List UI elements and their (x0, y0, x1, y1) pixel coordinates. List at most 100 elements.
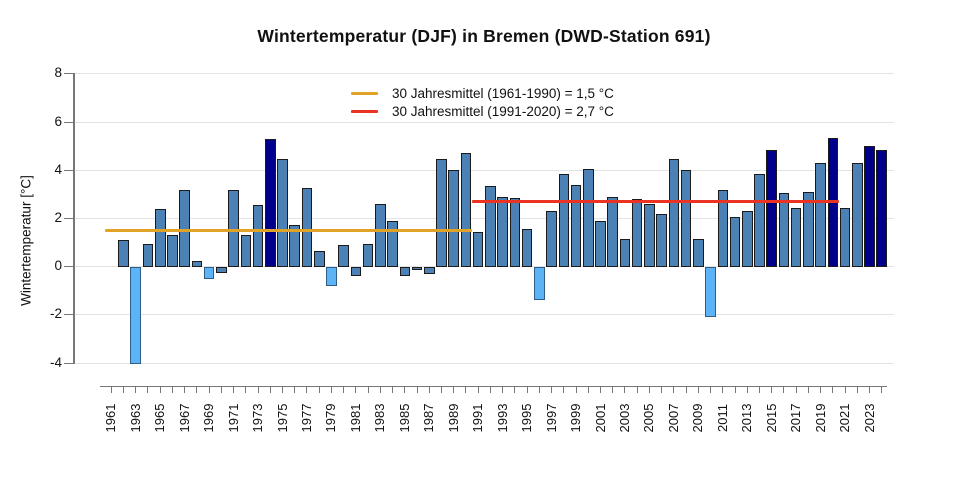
x-tick-1967 (184, 386, 186, 393)
y-tick-8 (64, 73, 73, 75)
bar-1972 (240, 235, 252, 267)
x-tick-1968 (196, 386, 198, 393)
x-tick-1985 (404, 386, 406, 393)
y-tick-label-4: 4 (54, 161, 62, 177)
gridline-6 (75, 121, 894, 123)
bar-1984 (387, 220, 398, 267)
x-tick-1989 (453, 386, 455, 393)
x-tick-1995 (526, 386, 528, 393)
x-tick-2017 (795, 386, 797, 393)
bar-2023 (864, 146, 875, 267)
x-tick-1997 (551, 386, 553, 393)
y-tick-2 (64, 218, 73, 219)
gridline--2 (75, 314, 894, 316)
x-tick-1992 (489, 386, 491, 393)
x-tick-2016 (783, 386, 785, 393)
legend-item: 30 Jahresmittel (1991-2020) = 2,7 °C (351, 102, 614, 120)
x-tick-2022 (856, 386, 858, 393)
y-axis-line (73, 72, 75, 365)
x-tick-2020 (832, 386, 834, 393)
x-tick-2013 (746, 386, 748, 393)
bar-1986 (411, 266, 423, 271)
reference-line-1991-2020 (472, 200, 839, 204)
bar-1971 (228, 189, 239, 267)
x-tick-2000 (587, 386, 589, 393)
x-tick-2015 (771, 386, 773, 393)
x-tick-1970 (220, 386, 222, 393)
bar-1993 (497, 196, 508, 267)
gridline-0 (75, 266, 894, 268)
bar-1996 (534, 266, 545, 301)
y-tick-label--4: -4 (49, 354, 62, 370)
x-tick-1999 (575, 386, 577, 393)
bar-1978 (313, 251, 325, 267)
bar-1969 (203, 266, 215, 279)
y-tick-label--2: -2 (49, 306, 62, 322)
bar-1995 (521, 229, 533, 267)
legend-line-swatch-1961-1990 (351, 91, 378, 95)
bar-1985 (399, 266, 411, 277)
bar-2015 (766, 149, 777, 267)
bar-1990 (460, 153, 472, 267)
bar-1967 (179, 189, 190, 267)
gridline-8 (75, 73, 894, 75)
bar-2013 (741, 211, 753, 267)
x-tick-label-text: 2023 (861, 403, 877, 433)
x-tick-1990 (465, 386, 467, 393)
x-tick-2019 (820, 386, 822, 393)
bar-2012 (729, 217, 741, 267)
x-tick-1976 (294, 386, 296, 393)
x-tick-2011 (722, 386, 724, 393)
bar-2001 (595, 220, 606, 267)
y-tick-label-8: 8 (54, 65, 62, 81)
x-tick-1983 (379, 386, 381, 393)
y-tick--4 (64, 362, 73, 364)
x-tick-2002 (612, 386, 614, 393)
bar-2024 (876, 149, 888, 267)
bar-2005 (644, 204, 655, 267)
reference-line-1961-1990 (105, 229, 472, 233)
x-tick-1973 (257, 386, 259, 393)
x-tick-2012 (734, 386, 736, 393)
x-tick-1971 (233, 386, 235, 393)
bar-2021 (839, 207, 851, 267)
x-tick-1998 (563, 386, 565, 393)
bar-1964 (142, 243, 154, 267)
bar-2006 (656, 213, 667, 267)
x-tick-1975 (282, 386, 284, 393)
bar-2000 (582, 169, 594, 267)
bar-1981 (350, 266, 362, 277)
x-axis-line (100, 385, 887, 388)
bar-1982 (362, 243, 374, 267)
x-tick-2009 (697, 386, 699, 393)
bar-1977 (301, 188, 313, 267)
y-tick--2 (64, 314, 73, 316)
bar-1987 (423, 266, 435, 274)
bar-1962 (118, 240, 129, 267)
bar-1968 (191, 260, 203, 267)
x-tick-1986 (416, 386, 418, 393)
bar-1973 (252, 205, 264, 267)
x-tick-2018 (807, 386, 809, 393)
bar-1983 (375, 204, 386, 267)
x-tick-label-2023: 2023 (847, 395, 893, 441)
gridline-2 (75, 218, 894, 219)
legend-line-swatch-1991-2020 (351, 109, 378, 113)
y-tick-label-0: 0 (54, 258, 62, 274)
y-tick-label-2: 2 (54, 210, 62, 225)
bar-1965 (154, 208, 166, 267)
x-tick-1980 (343, 386, 345, 393)
bar-2003 (619, 238, 631, 267)
x-tick-2005 (648, 386, 650, 393)
x-tick-1979 (330, 386, 332, 393)
bar-1991 (472, 231, 484, 267)
bar-2010 (705, 266, 716, 318)
bar-1994 (509, 198, 521, 267)
x-tick-2024 (881, 386, 883, 393)
x-tick-2008 (685, 386, 687, 393)
legend: 30 Jahresmittel (1961-1990) = 1,5 °C 30 … (351, 84, 614, 120)
bar-1974 (264, 138, 276, 267)
bar-2018 (803, 191, 814, 267)
bar-2014 (754, 173, 765, 267)
